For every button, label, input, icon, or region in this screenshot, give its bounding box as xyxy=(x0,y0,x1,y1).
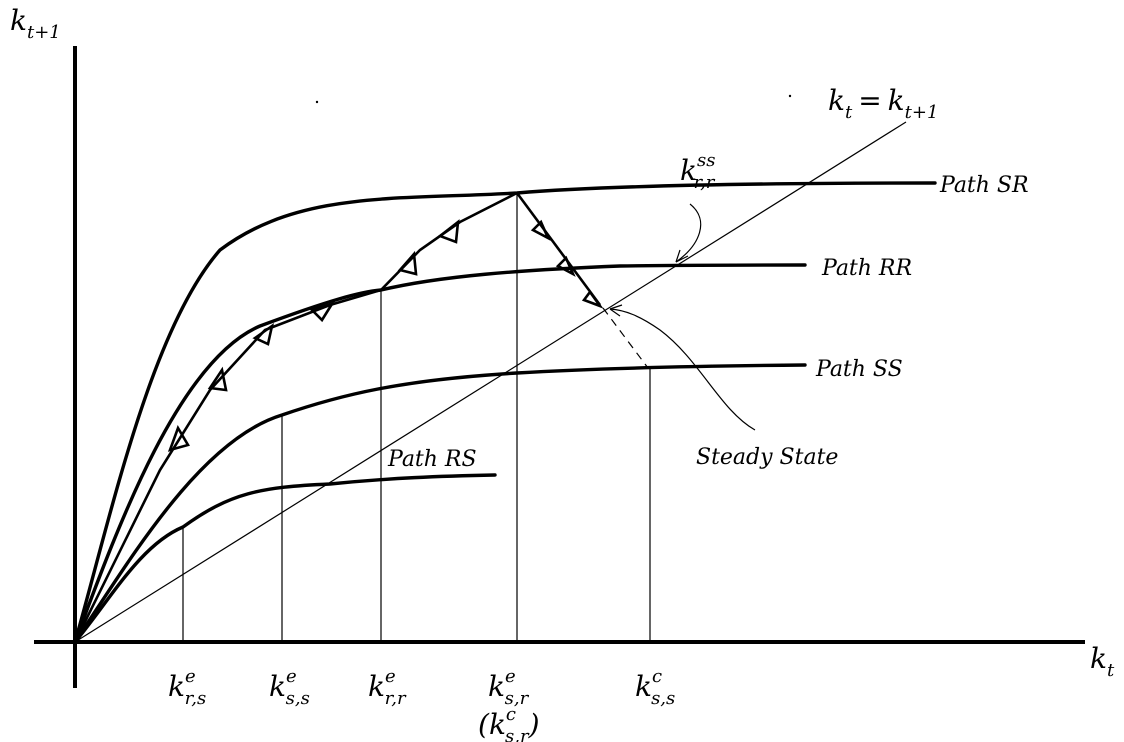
label-path-sr: Path SR xyxy=(939,173,1029,198)
curve-path-ss xyxy=(73,363,807,644)
steady-state-callout-curve xyxy=(609,308,756,431)
tick-label-kcss: kc s,s xyxy=(635,666,675,709)
label-path-rr: Path RR xyxy=(821,256,912,281)
forty-five-degree-line xyxy=(74,121,907,643)
adjustment-arrows xyxy=(73,191,649,643)
x-axis-label: kt xyxy=(1090,642,1115,681)
tick-label-kss: ke s,s xyxy=(269,666,310,709)
stray-dot xyxy=(315,100,319,104)
steady-state-callout-arrowhead xyxy=(609,304,623,317)
label-path-ss: Path SS xyxy=(815,357,903,382)
curve-path-sr xyxy=(73,181,937,644)
tick-label-krs: ke r,s xyxy=(168,666,206,709)
label-path-rs: Path RS xyxy=(387,447,477,472)
label-steady-state: Steady State xyxy=(696,445,838,470)
stray-dot xyxy=(788,94,792,98)
kss-callout-curve xyxy=(675,203,702,263)
tick-label-kcsr: (kc s,r) xyxy=(478,704,540,742)
diagonal-label: kt = kt+1 xyxy=(828,84,938,123)
kss-callout-arrowhead xyxy=(675,249,689,263)
curve-path-rs xyxy=(73,473,497,644)
y-axis-label: kt+1 xyxy=(10,4,61,43)
tick-label-krr: ke r,r xyxy=(368,666,407,709)
tick-label-ksr: ke s,r xyxy=(488,666,530,709)
label-kss-rr: kss r,r xyxy=(680,150,716,193)
